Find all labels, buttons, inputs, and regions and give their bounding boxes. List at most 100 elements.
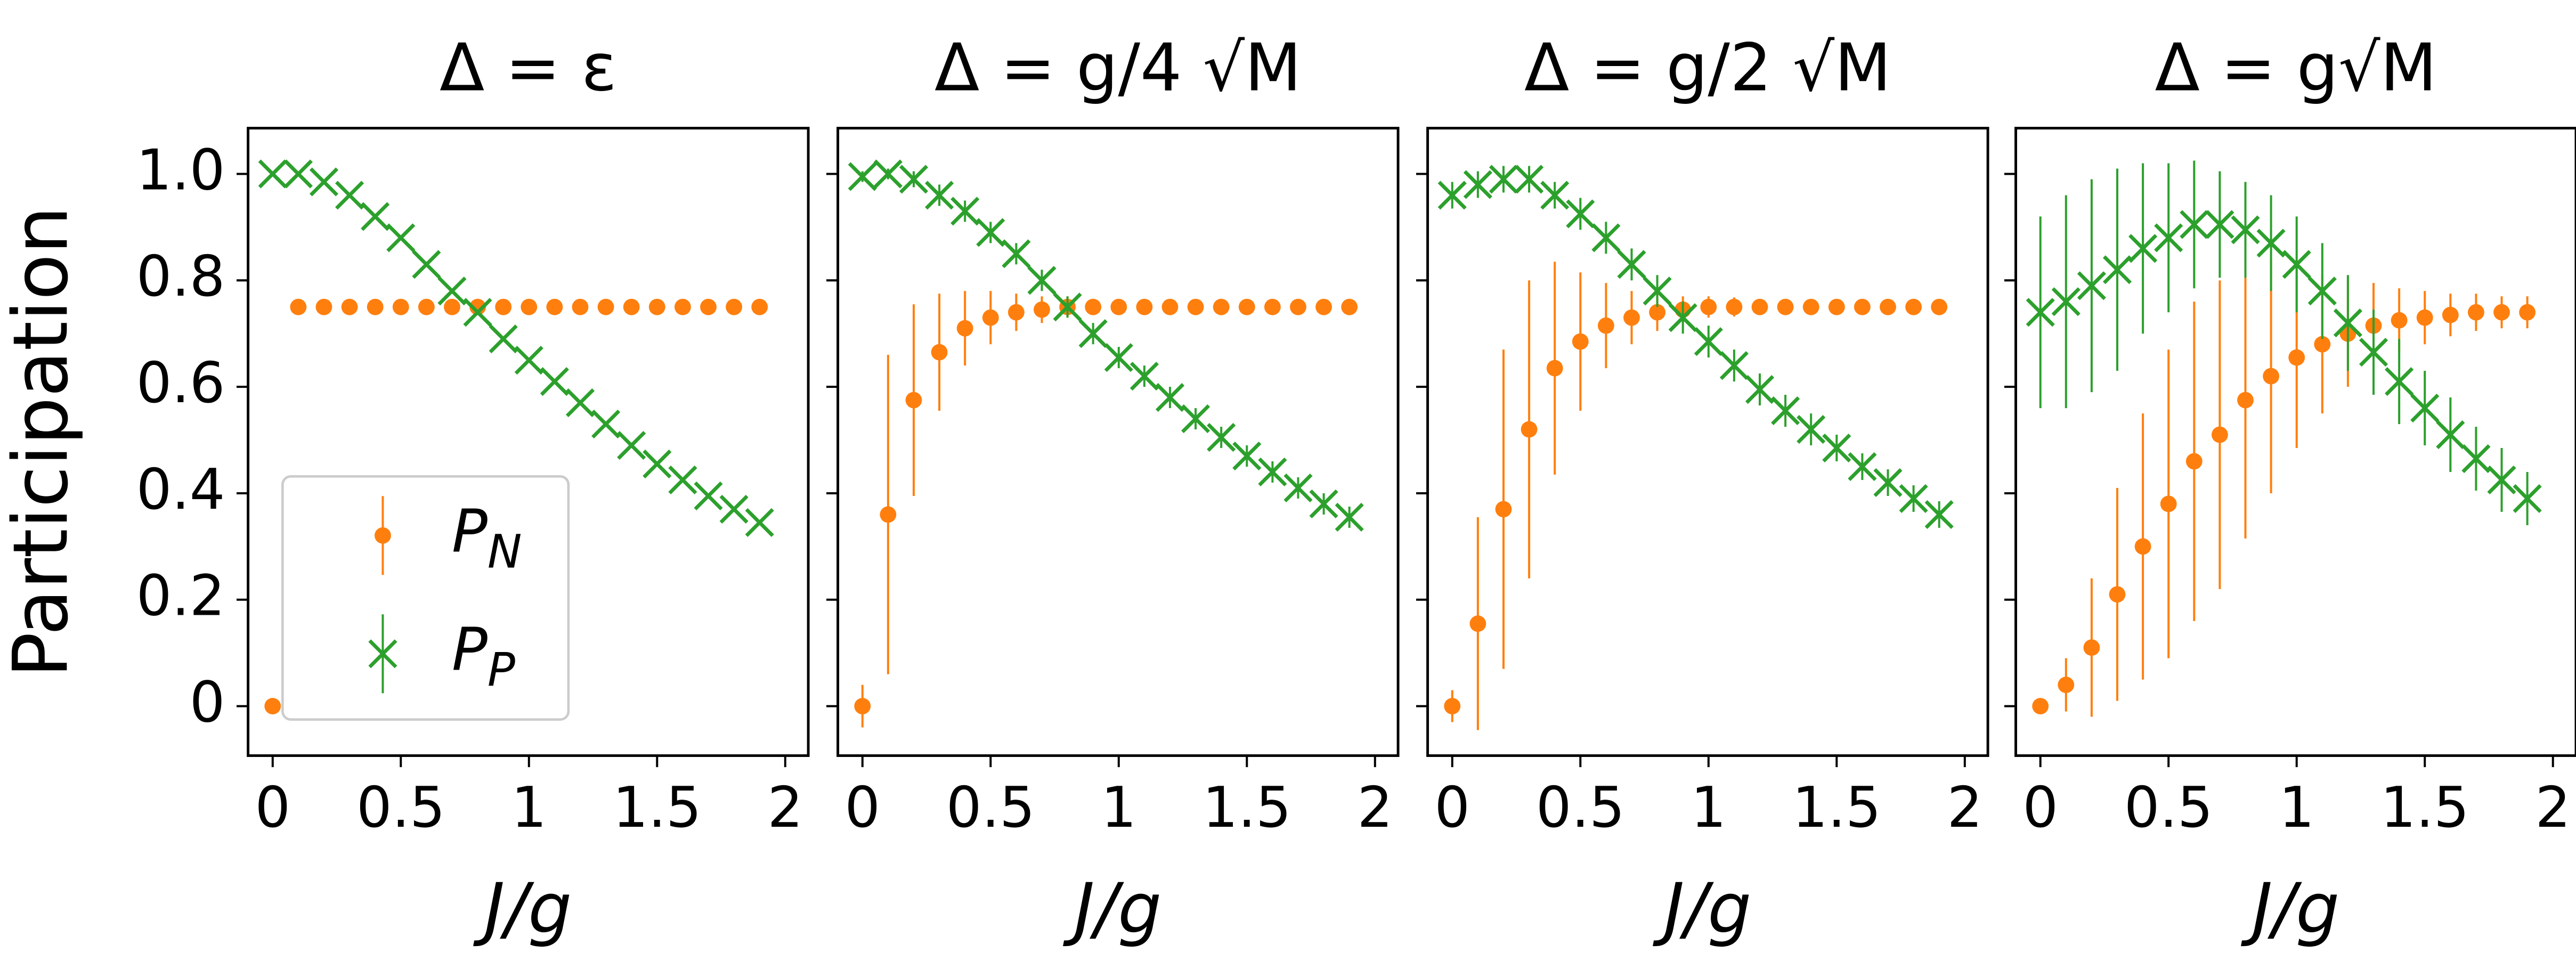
point <box>2282 250 2311 279</box>
point <box>873 159 903 189</box>
marker-stroke <box>2333 308 2362 338</box>
point <box>1232 441 1262 471</box>
y-tick-label: 0.6 <box>136 351 225 416</box>
point <box>1540 181 1570 210</box>
point <box>1777 298 1794 315</box>
series <box>848 159 1364 532</box>
legend-label: PP <box>452 616 515 697</box>
point <box>1546 360 1563 377</box>
marker-stroke <box>1694 327 1723 356</box>
marker-stroke <box>2359 338 2388 367</box>
point <box>1880 298 1896 315</box>
marker-stroke <box>1309 489 1338 518</box>
point <box>2102 255 2132 284</box>
point <box>2385 367 2414 396</box>
point <box>2134 538 2151 555</box>
point <box>1700 298 1717 315</box>
point <box>925 181 954 210</box>
marker-stroke <box>335 181 364 210</box>
marker-stroke <box>1797 414 1826 444</box>
point <box>1238 298 1255 315</box>
marker-stroke <box>1437 181 1467 210</box>
point <box>283 159 313 189</box>
point <box>597 298 614 315</box>
point <box>1469 615 1486 632</box>
point <box>719 494 749 524</box>
point <box>2263 368 2280 385</box>
point <box>1264 298 1281 315</box>
point <box>1213 298 1230 315</box>
point <box>2211 426 2228 443</box>
point <box>1719 351 1749 380</box>
point <box>1053 292 1082 322</box>
point <box>1335 502 1364 532</box>
marker-stroke <box>848 162 877 191</box>
marker-stroke <box>873 159 903 189</box>
point <box>2442 306 2459 323</box>
point <box>392 298 409 315</box>
x-tick-label: 0.5 <box>1536 775 1625 840</box>
marker-stroke <box>1283 473 1313 503</box>
point <box>2519 304 2536 321</box>
point <box>1007 304 1025 321</box>
point <box>880 506 897 523</box>
point <box>905 392 922 409</box>
marker-stroke <box>2282 250 2311 279</box>
marker-stroke <box>2256 229 2286 258</box>
point <box>2160 495 2177 512</box>
series <box>2032 259 2536 717</box>
point <box>694 481 723 511</box>
marker-stroke <box>1924 500 1954 529</box>
y-tick-label: 0.2 <box>136 564 225 629</box>
x-tick-label: 0 <box>844 775 880 840</box>
point <box>1649 304 1666 321</box>
point <box>444 298 460 315</box>
point <box>1668 303 1697 332</box>
x-tick-label: 0 <box>2022 775 2058 840</box>
x-tick-label: 1.5 <box>1792 775 1881 840</box>
point <box>2436 420 2465 450</box>
marker-stroke <box>950 197 980 226</box>
point <box>2231 215 2260 245</box>
point <box>1027 266 1057 295</box>
point <box>341 298 358 315</box>
point <box>751 298 768 315</box>
marker-stroke <box>643 449 672 479</box>
marker-stroke <box>745 508 774 537</box>
x-tick-label: 1 <box>511 775 547 840</box>
point <box>1854 298 1871 315</box>
point <box>2083 639 2100 656</box>
x-tick-label: 1 <box>2279 775 2314 840</box>
point <box>1207 422 1236 452</box>
x-axis-label: J/g <box>2240 868 2339 949</box>
marker-stroke <box>1719 351 1749 380</box>
marker-stroke <box>1258 457 1287 487</box>
point <box>2391 312 2408 329</box>
point <box>1283 473 1313 503</box>
point <box>418 298 435 315</box>
point <box>514 346 543 375</box>
point <box>1643 276 1672 306</box>
marker-stroke <box>1771 396 1800 426</box>
point <box>290 298 307 315</box>
y-tick-label: 1.0 <box>136 137 225 202</box>
x-tick-label: 0.5 <box>946 775 1035 840</box>
marker-stroke <box>719 494 749 524</box>
point <box>495 298 512 315</box>
marker-stroke <box>976 218 1005 247</box>
marker-stroke <box>1668 303 1697 332</box>
marker-stroke <box>540 367 569 396</box>
marker-stroke <box>1129 362 1159 391</box>
marker-stroke <box>2231 215 2260 245</box>
point <box>1623 309 1640 326</box>
marker-stroke <box>925 181 954 210</box>
point <box>1617 250 1646 279</box>
marker-stroke <box>463 298 492 327</box>
series <box>1444 262 1948 730</box>
point <box>521 298 538 315</box>
marker-stroke <box>1643 276 1672 306</box>
x-tick-label: 2 <box>1947 775 1982 840</box>
marker-stroke <box>489 324 518 354</box>
point <box>2237 392 2254 409</box>
